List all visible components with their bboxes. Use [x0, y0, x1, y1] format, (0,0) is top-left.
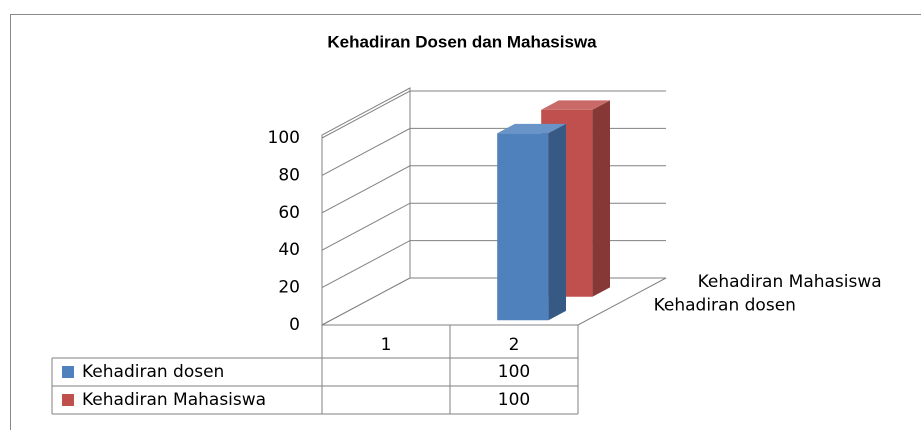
- chart-title: Kehadiran Dosen dan Mahasiswa: [327, 32, 597, 51]
- legend-label: Kehadiran dosen: [82, 362, 224, 382]
- x-tick-label: 2: [509, 335, 520, 355]
- y-tick-label: 0: [289, 315, 300, 335]
- bar-side: [548, 124, 566, 320]
- bar: [497, 133, 548, 320]
- x-tick-label: 1: [381, 335, 392, 355]
- legend-swatch: [62, 366, 74, 378]
- bar-side: [592, 100, 610, 296]
- legend-label: Kehadiran Mahasiswa: [82, 390, 266, 410]
- y-tick-label: 60: [278, 203, 300, 223]
- y-tick-label: 100: [268, 128, 300, 148]
- legend-swatch: [62, 394, 74, 406]
- depth-axis-label: Kehadiran dosen: [654, 296, 796, 316]
- table-value: 100: [498, 390, 530, 410]
- depth-axis-label: Kehadiran Mahasiswa: [698, 272, 882, 292]
- y-tick-label: 40: [278, 240, 300, 260]
- y-tick-label: 20: [278, 278, 300, 298]
- y-tick-label: 80: [278, 165, 300, 185]
- table-value: 100: [498, 362, 530, 382]
